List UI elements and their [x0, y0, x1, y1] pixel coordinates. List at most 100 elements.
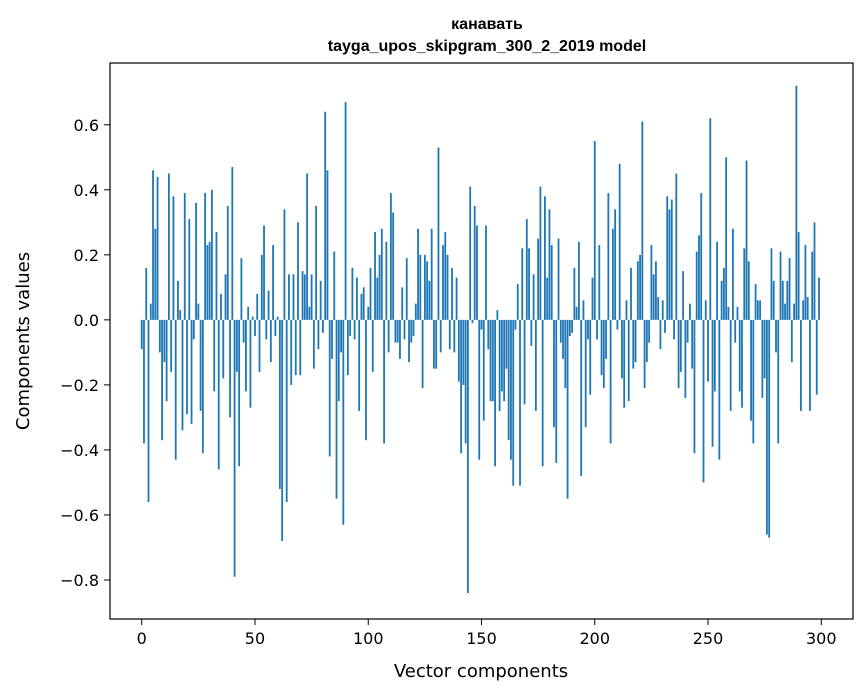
bar-140: [457, 319, 460, 382]
bar-264: [738, 319, 741, 392]
bar-23: [192, 319, 195, 340]
bar-198: [589, 319, 592, 395]
y-tick-label: −0.8: [60, 571, 99, 590]
bar-293: [804, 245, 807, 320]
bar-50: [254, 319, 256, 337]
bar-238: [679, 319, 682, 372]
bar-136: [448, 319, 451, 350]
bar-19: [183, 193, 186, 320]
bar-184: [557, 238, 560, 320]
bar-62: [281, 319, 284, 541]
bar-258: [725, 157, 728, 320]
bar-159: [500, 319, 503, 392]
bar-64: [285, 319, 288, 502]
bar-74: [308, 306, 311, 320]
bar-31: [211, 189, 213, 320]
bar-216: [630, 267, 632, 320]
bar-251: [709, 118, 712, 320]
bar-215: [627, 319, 630, 402]
bar-106: [380, 228, 383, 320]
bar-267: [745, 160, 748, 320]
bar-143: [464, 319, 467, 444]
bar-42: [235, 319, 238, 372]
bar-153: [487, 319, 490, 350]
bar-10: [163, 319, 166, 363]
bar-54: [263, 225, 265, 320]
bar-240: [684, 319, 687, 398]
bar-34: [217, 319, 220, 470]
bar-175: [537, 238, 540, 320]
bar-105: [378, 254, 381, 320]
bar-115: [401, 287, 404, 320]
bar-205: [605, 319, 607, 359]
bar-0: [140, 319, 143, 350]
bar-276: [766, 319, 768, 535]
bar-123: [419, 254, 422, 320]
bar-170: [525, 219, 528, 320]
bar-120: [412, 319, 415, 337]
bar-6: [154, 228, 157, 320]
bar-100: [367, 306, 370, 320]
bar-87: [337, 319, 340, 402]
bar-196: [584, 319, 587, 428]
bar-39: [229, 319, 231, 418]
bar-274: [761, 319, 764, 398]
bar-15: [174, 319, 177, 460]
bar-192: [575, 306, 578, 320]
bar-197: [587, 319, 589, 340]
bar-18: [181, 319, 184, 431]
bar-162: [507, 319, 510, 441]
x-tick-label: 300: [806, 629, 837, 648]
bar-65: [288, 274, 290, 320]
bar-40: [231, 167, 234, 320]
bar-102: [371, 319, 374, 372]
bar-262: [734, 319, 737, 343]
bar-199: [591, 277, 594, 320]
y-tick-label: 0.0: [74, 311, 99, 330]
bar-234: [670, 199, 673, 320]
bar-282: [779, 251, 782, 320]
x-axis-label: Vector components: [394, 661, 568, 682]
bar-164: [512, 319, 515, 486]
y-tick-label: 0.6: [74, 116, 99, 135]
bar-290: [797, 232, 800, 320]
bar-145: [469, 186, 472, 320]
bar-146: [471, 319, 474, 324]
bar-256: [720, 280, 723, 320]
bar-3: [147, 319, 150, 502]
bar-35: [220, 293, 222, 320]
bar-51: [256, 293, 259, 320]
bar-137: [451, 267, 453, 320]
bar-209: [614, 209, 617, 320]
bar-72: [303, 274, 306, 320]
bar-236: [675, 173, 678, 320]
x-tick-label: 150: [466, 629, 497, 648]
bar-169: [523, 319, 526, 405]
bar-41: [233, 319, 236, 577]
bar-245: [695, 251, 698, 320]
bar-270: [752, 319, 755, 444]
bar-194: [580, 319, 583, 476]
bar-90: [344, 102, 347, 320]
bar-71: [301, 271, 304, 320]
bar-38: [226, 206, 229, 320]
bar-95: [356, 277, 358, 320]
bar-269: [750, 319, 752, 421]
bar-49: [251, 316, 254, 320]
bar-97: [360, 293, 363, 320]
bar-177: [541, 319, 544, 467]
bar-58: [272, 245, 274, 320]
bar-70: [299, 319, 302, 376]
bar-217: [632, 319, 635, 369]
bar-147: [473, 206, 476, 320]
bar-131: [437, 147, 440, 320]
bar-139: [455, 277, 458, 320]
chart-subtitle: tayga_upos_skipgram_300_2_2019 model: [328, 38, 646, 55]
bar-121: [414, 303, 417, 320]
bar-13: [170, 319, 173, 372]
bar-122: [417, 228, 419, 320]
bar-151: [482, 319, 485, 421]
bar-263: [736, 306, 739, 320]
bar-261: [732, 228, 734, 320]
bar-243: [691, 319, 694, 369]
